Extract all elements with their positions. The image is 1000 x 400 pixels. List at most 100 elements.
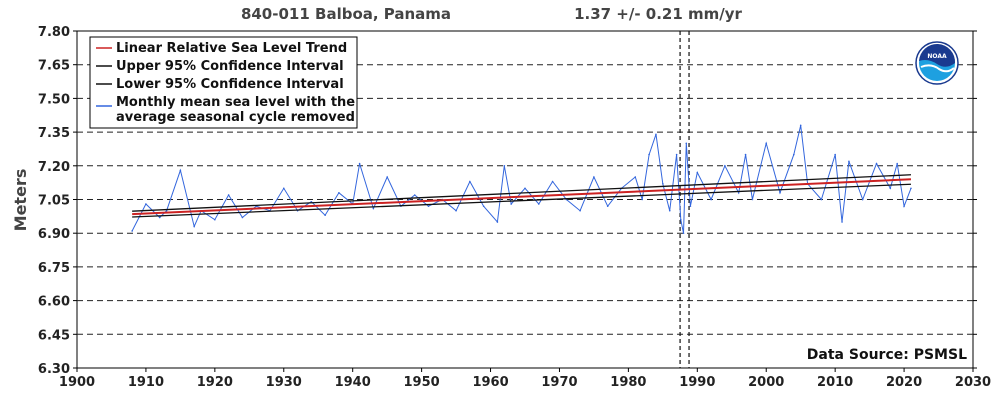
monthly-mean-point [193, 225, 195, 228]
monthly-mean-point [427, 205, 430, 208]
monthly-mean-point [662, 182, 664, 185]
monthly-mean-point [793, 153, 795, 156]
monthly-mean-point [655, 133, 657, 136]
x-tick-label: 1920 [197, 375, 233, 390]
monthly-mean-point [510, 203, 513, 205]
logo-bird [919, 43, 956, 67]
monthly-mean-point [503, 165, 506, 167]
monthly-mean-point [469, 180, 471, 183]
monthly-mean-point [896, 162, 898, 165]
legend-label-trend: Linear Relative Sea Level Trend [116, 41, 347, 56]
monthly-mean-point [903, 205, 905, 208]
vertical-markers [679, 31, 690, 368]
y-tick-label: 6.45 [38, 328, 70, 343]
monthly-mean-point [861, 198, 864, 201]
monthly-mean-point [910, 187, 912, 190]
x-tick-label: 1930 [266, 375, 302, 390]
monthly-mean-point [524, 187, 526, 190]
x-tick-label: 2030 [955, 375, 991, 390]
noaa-logo-icon: NOAA [915, 41, 959, 85]
monthly-mean-point [648, 153, 650, 156]
y-tick-label: 6.60 [38, 295, 70, 310]
lower-confidence-line [132, 183, 911, 218]
monthly-mean-point [744, 153, 747, 156]
x-tick-label: 1990 [679, 375, 715, 390]
monthly-mean-point [820, 198, 823, 201]
legend-box [89, 36, 358, 129]
monthly-mean-point [551, 180, 554, 183]
monthly-mean-point [875, 162, 878, 165]
chart-subtitle: 1.37 +/- 0.21 mm/yr [574, 5, 742, 23]
x-tick-label: 1910 [128, 375, 164, 390]
monthly-mean-point [579, 209, 581, 212]
monthly-mean-point [679, 218, 682, 221]
x-tick-label: 1940 [335, 375, 371, 390]
monthly-mean-point [372, 207, 375, 210]
y-tick-label: 7.80 [38, 25, 70, 40]
monthly-mean-point [682, 232, 685, 234]
monthly-mean-point [131, 230, 133, 232]
monthly-mean-point [179, 169, 182, 172]
x-tick-label: 1900 [59, 375, 95, 390]
monthly-mean-point [338, 191, 340, 194]
monthly-mean-point [834, 153, 836, 156]
y-tick-label: 6.30 [38, 362, 70, 377]
x-tick-label: 1960 [472, 375, 508, 390]
monthly-mean-point [482, 205, 485, 208]
linear-trend-line [132, 178, 912, 216]
monthly-mean-point [634, 176, 637, 178]
monthly-mean-point [737, 191, 740, 194]
monthly-mean-point [696, 171, 699, 174]
x-tick-label: 1980 [610, 375, 646, 390]
monthly-mean-point [496, 221, 499, 223]
legend-label-monthly-line1: Monthly mean sea level with the [116, 95, 355, 110]
monthly-mean-point [324, 214, 326, 217]
monthly-mean-point [606, 205, 609, 208]
monthly-series-layer [131, 124, 912, 234]
monthly-mean-point [413, 194, 416, 196]
monthly-mean-point [282, 187, 285, 190]
monthly-mean-point [799, 124, 802, 127]
y-tick-label: 7.50 [38, 92, 70, 107]
y-axis-label: Meters [11, 169, 30, 232]
monthly-mean-point [668, 209, 671, 212]
monthly-mean-point [641, 198, 643, 201]
monthly-mean-point [889, 187, 892, 190]
monthly-mean-point [386, 176, 388, 178]
y-axis-ticks: 6.30 6.45 6.60 6.75 6.90 7.05 7.20 7.35 7.50 7.65… [38, 25, 977, 377]
x-axis-ticks: 1900 1910 1920 1930 1940 1950 1960 1970 1980 1990… [59, 368, 991, 390]
y-tick-label: 7.20 [38, 160, 70, 175]
trend-lines-layer [132, 174, 912, 218]
monthly-mean-point [848, 160, 850, 163]
monthly-mean-point [455, 209, 457, 212]
monthly-mean-point [593, 176, 595, 178]
legend-label-upper: Upper 95% Confidence Interval [116, 59, 344, 74]
monthly-mean-point [241, 216, 244, 219]
y-tick-label: 7.05 [38, 194, 70, 209]
logo-text: NOAA [927, 53, 947, 60]
upper-confidence-line [132, 174, 911, 212]
monthly-mean-point [689, 205, 692, 208]
monthly-mean-point [685, 142, 688, 145]
monthly-mean-point [537, 203, 540, 205]
x-tick-label: 2020 [886, 375, 922, 390]
monthly-mean-point [165, 209, 168, 212]
monthly-mean-point [710, 198, 712, 201]
x-tick-label: 2010 [817, 375, 853, 390]
x-tick-label: 1970 [541, 375, 577, 390]
y-tick-label: 7.35 [38, 126, 70, 141]
legend-label-lower: Lower 95% Confidence Interval [116, 77, 344, 92]
y-tick-label: 7.65 [38, 59, 70, 74]
y-tick-label: 6.90 [38, 227, 70, 242]
monthly-mean-point [779, 191, 781, 194]
x-tick-label: 2000 [748, 375, 784, 390]
monthly-mean-point [145, 203, 147, 205]
monthly-mean-point [724, 165, 726, 167]
data-source-label: Data Source: PSMSL [807, 347, 967, 363]
monthly-mean-point [214, 218, 216, 221]
monthly-mean-point [841, 221, 843, 223]
monthly-mean-point [765, 142, 768, 145]
y-tick-label: 6.75 [38, 261, 70, 276]
monthly-mean-point [227, 194, 230, 196]
